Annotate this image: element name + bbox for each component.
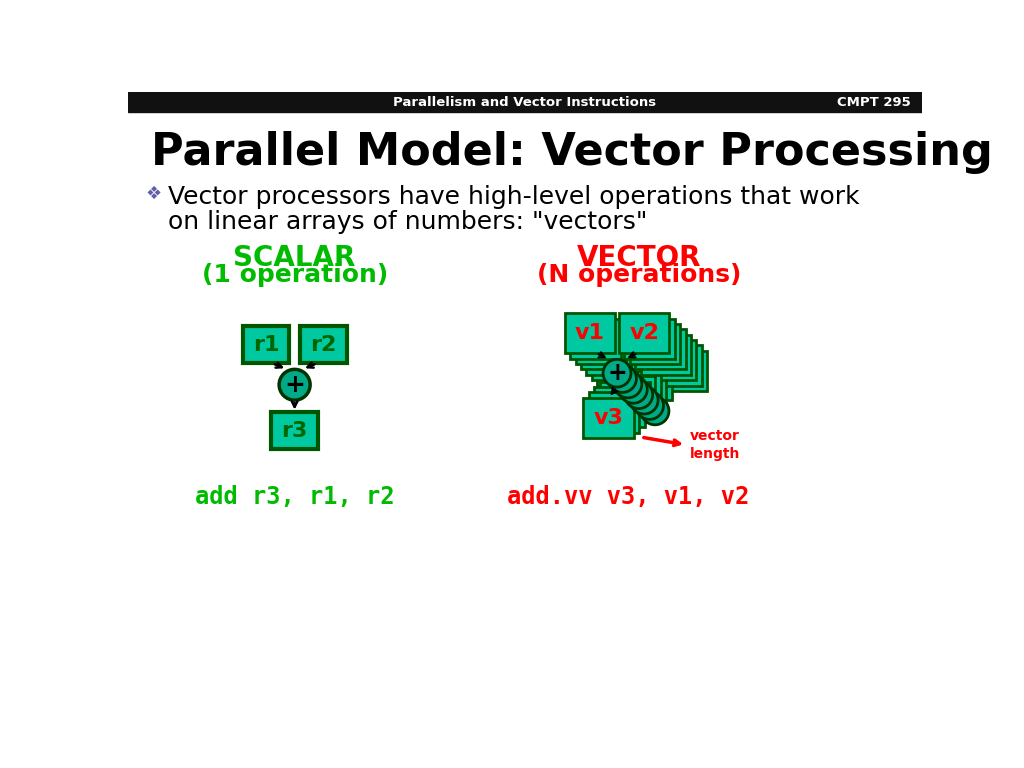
Circle shape <box>620 376 647 403</box>
FancyBboxPatch shape <box>594 387 644 427</box>
Circle shape <box>641 397 669 425</box>
Circle shape <box>636 392 664 419</box>
FancyBboxPatch shape <box>300 326 346 363</box>
FancyBboxPatch shape <box>657 351 708 391</box>
FancyBboxPatch shape <box>564 313 615 353</box>
Text: vector
length: vector length <box>690 429 740 461</box>
Bar <box>128 92 922 112</box>
FancyBboxPatch shape <box>589 392 639 432</box>
FancyBboxPatch shape <box>584 398 634 438</box>
FancyBboxPatch shape <box>271 412 317 449</box>
FancyBboxPatch shape <box>618 313 670 353</box>
Text: SCALAR: SCALAR <box>233 244 355 272</box>
FancyBboxPatch shape <box>646 340 696 380</box>
Text: +: + <box>607 361 627 386</box>
Circle shape <box>608 365 636 392</box>
Text: on linear arrays of numbers: "vectors": on linear arrays of numbers: "vectors" <box>168 210 647 234</box>
FancyBboxPatch shape <box>622 360 672 400</box>
Text: add r3, r1, r2: add r3, r1, r2 <box>195 485 394 509</box>
FancyBboxPatch shape <box>603 351 653 391</box>
Text: r2: r2 <box>310 335 337 355</box>
Text: Vector processors have high-level operations that work: Vector processors have high-level operat… <box>168 184 860 209</box>
Circle shape <box>614 370 642 398</box>
Circle shape <box>625 381 652 409</box>
FancyBboxPatch shape <box>243 326 289 363</box>
FancyBboxPatch shape <box>570 319 621 359</box>
Text: Parallel Model: Vector Processing: Parallel Model: Vector Processing <box>152 131 993 174</box>
FancyBboxPatch shape <box>635 329 686 369</box>
FancyBboxPatch shape <box>597 346 647 386</box>
Text: v1: v1 <box>574 323 605 343</box>
FancyBboxPatch shape <box>605 376 655 416</box>
Text: (N operations): (N operations) <box>538 263 741 287</box>
Text: CMPT 295: CMPT 295 <box>837 96 910 108</box>
Text: v3: v3 <box>594 408 624 428</box>
FancyBboxPatch shape <box>630 324 680 364</box>
FancyBboxPatch shape <box>625 319 675 359</box>
Text: (1 operation): (1 operation) <box>202 263 388 287</box>
Circle shape <box>630 386 658 414</box>
FancyBboxPatch shape <box>610 371 660 411</box>
Text: r3: r3 <box>282 421 308 441</box>
Text: add.vv v3, v1, v2: add.vv v3, v1, v2 <box>507 485 749 509</box>
Text: ❖: ❖ <box>145 184 161 203</box>
Text: +: + <box>285 372 305 397</box>
Text: v2: v2 <box>629 323 659 343</box>
Text: r1: r1 <box>253 335 280 355</box>
FancyBboxPatch shape <box>575 324 626 364</box>
FancyBboxPatch shape <box>600 382 650 422</box>
Circle shape <box>603 359 631 387</box>
Text: Parallelism and Vector Instructions: Parallelism and Vector Instructions <box>393 96 656 108</box>
FancyBboxPatch shape <box>651 346 701 386</box>
Text: VECTOR: VECTOR <box>578 244 701 272</box>
Circle shape <box>280 369 310 400</box>
FancyBboxPatch shape <box>581 329 632 369</box>
FancyBboxPatch shape <box>587 335 637 375</box>
FancyBboxPatch shape <box>615 366 667 406</box>
FancyBboxPatch shape <box>641 335 691 375</box>
FancyBboxPatch shape <box>592 340 642 380</box>
